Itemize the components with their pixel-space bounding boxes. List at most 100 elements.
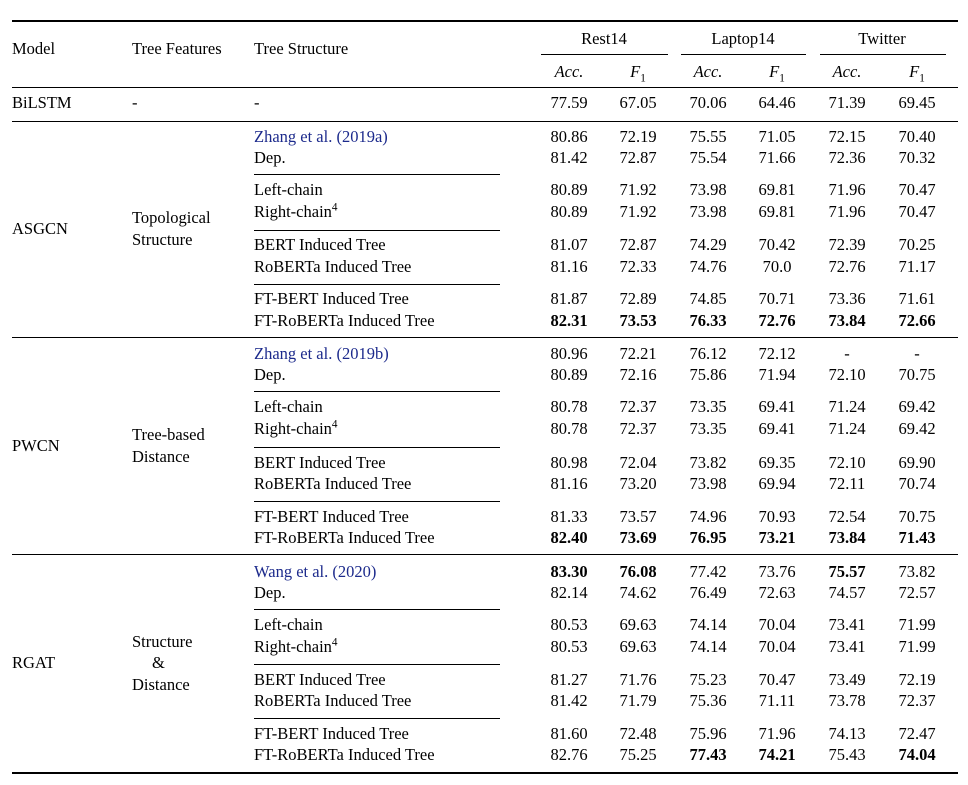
table-cell: 80.53 [550, 614, 588, 634]
citation-year: 2019b [341, 343, 384, 363]
table-cell: 76.49 [689, 582, 727, 602]
table-cell: 72.54 [828, 506, 866, 526]
table-cell: 82.31 [550, 310, 588, 330]
table-cell: 80.96 [550, 343, 588, 363]
table-cell: 72.63 [758, 582, 796, 602]
header-metric-acc: Acc. [693, 61, 723, 81]
table-cell: 73.82 [689, 452, 727, 472]
table-cell: 73.21 [758, 527, 796, 547]
table-cell: 73.98 [689, 473, 727, 493]
table-cell: 80.78 [550, 396, 588, 416]
table-cell: 72.57 [898, 582, 936, 602]
table-cell: 75.55 [689, 126, 727, 146]
table-cell: 72.37 [898, 690, 936, 710]
table-cell: 72.33 [619, 256, 657, 276]
group-model-name: ASGCN [12, 218, 68, 238]
table-cell: 71.99 [898, 614, 936, 634]
table-cell: 74.76 [689, 256, 727, 276]
table-cell: 73.41 [828, 614, 866, 634]
table-cell: 76.95 [689, 527, 727, 547]
group-tree-feature: Tree-based [132, 425, 205, 444]
citation-link[interactable]: Zhang et al. (2019a) [254, 126, 388, 146]
metric-f-letter: F [769, 61, 780, 81]
table-cell: 69.35 [758, 452, 796, 472]
table-cell: 75.86 [689, 364, 727, 384]
table-cell: 73.76 [758, 561, 796, 581]
tree-structure-text: Right-chain [254, 636, 332, 656]
table-cell: 72.37 [619, 418, 657, 438]
table-cell: 70.04 [758, 636, 796, 656]
table-cell: 73.36 [828, 288, 866, 308]
table-cell: 72.39 [828, 234, 866, 254]
tree-structure-text: FT-BERT Induced Tree [254, 723, 409, 743]
tree-structure-text: BERT Induced Tree [254, 234, 386, 254]
table-cell: 69.42 [898, 418, 936, 438]
table-cell: 75.54 [689, 147, 727, 167]
header-metric-f1: F1 [737, 61, 817, 85]
table-cell: 70.74 [898, 473, 936, 493]
table-cell: 70.04 [758, 614, 796, 634]
subgroup-rule [254, 174, 500, 175]
citation-link[interactable]: Zhang et al. (2019b) [254, 343, 389, 363]
table-cell: 75.96 [689, 723, 727, 743]
table-cell: 71.92 [619, 201, 657, 221]
tree-structure-text: FT-BERT Induced Tree [254, 506, 409, 526]
table-cell: 69.81 [758, 201, 796, 221]
header-tree-structure: Tree Structure [254, 38, 349, 58]
tree-structure-label: Right-chain4 [254, 202, 338, 221]
tree-structure-label: Dep. [254, 149, 286, 167]
table-cell: 77.42 [689, 561, 727, 581]
metric-f-subscript: 1 [779, 72, 785, 85]
table-cell: 69.45 [898, 92, 936, 112]
table-cell: 72.10 [828, 452, 866, 472]
tree-structure-label: FT-BERT Induced Tree [254, 290, 409, 308]
subgroup-rule [254, 609, 500, 610]
table-cell: 71.99 [898, 636, 936, 656]
bilstm-features: - [132, 92, 138, 112]
header-dataset: Laptop14 [711, 28, 775, 48]
citation-close: ) [383, 343, 389, 363]
table-cell: 81.16 [550, 473, 588, 493]
citation-author: Zhang et al. [254, 126, 333, 146]
subgroup-rule [254, 284, 500, 285]
table-cell: 72.87 [619, 147, 657, 167]
tree-structure-label: Right-chain4 [254, 636, 338, 656]
table-cell: 71.76 [619, 669, 657, 689]
tree-structure-label: Left-chain [254, 396, 323, 416]
table-cell: 72.47 [898, 723, 936, 743]
table-cell: 83.30 [550, 561, 588, 581]
table-cell: 67.05 [619, 92, 657, 112]
table-cell: 80.98 [550, 452, 588, 472]
table-cell: 70.25 [898, 234, 936, 254]
tree-structure-label: BERT Induced Tree [254, 671, 386, 689]
tree-structure-text: Left-chain [254, 396, 323, 416]
table-cell: 73.35 [689, 396, 727, 416]
table-cell: 73.20 [619, 473, 657, 493]
tree-structure-text: Dep. [254, 364, 286, 384]
subgroup-rule [254, 447, 500, 448]
tree-structure-label: RoBERTa Induced Tree [254, 473, 412, 493]
table-cell: 81.27 [550, 669, 588, 689]
table-cell: 74.04 [898, 744, 936, 764]
citation-open: ( [332, 126, 342, 146]
citation-link[interactable]: Wang et al. (2020) [254, 561, 376, 581]
table-cell: 70.71 [758, 288, 796, 308]
subgroup-rule [254, 664, 500, 665]
citation-year: 2020 [337, 561, 371, 581]
tree-structure-label: FT-RoBERTa Induced Tree [254, 312, 435, 330]
header-rule [12, 87, 958, 89]
group-tree-feature: Structure [132, 229, 193, 249]
table-cell: 77.43 [689, 744, 727, 764]
table-cell: 82.14 [550, 582, 588, 602]
group-model-name: RGAT [12, 653, 56, 673]
header-metric-acc: Acc. [832, 61, 862, 81]
table-cell: 70.40 [898, 126, 936, 146]
table-cell: 72.21 [619, 343, 657, 363]
table-cell: 71.96 [828, 179, 866, 199]
tree-structure-label: Dep. [254, 584, 286, 602]
tree-structure-text: RoBERTa Induced Tree [254, 473, 412, 493]
table-cell: 71.24 [828, 418, 866, 438]
tree-structure-label: Dep. [254, 364, 286, 384]
table-cell: 73.82 [898, 561, 936, 581]
table-cell: - [844, 343, 850, 363]
